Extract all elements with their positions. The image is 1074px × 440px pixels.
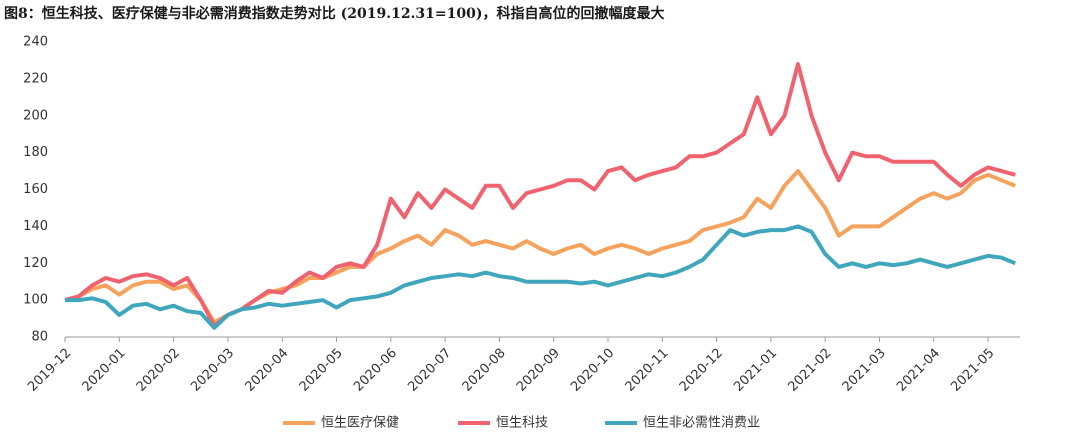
x-tick-label: 2020-07 bbox=[405, 346, 454, 395]
y-tick-label: 200 bbox=[23, 108, 48, 123]
y-tick-label: 220 bbox=[23, 71, 48, 86]
series-line bbox=[64, 62, 1016, 328]
y-tick-label: 80 bbox=[31, 330, 48, 345]
x-tick-label: 2020-12 bbox=[677, 346, 726, 395]
series-line bbox=[65, 224, 1017, 330]
x-tick-label: 2021-03 bbox=[840, 346, 889, 395]
x-tick-label: 2020-01 bbox=[80, 346, 129, 395]
x-tick-label: 2020-09 bbox=[514, 346, 563, 395]
legend-label: 恒生医疗保健 bbox=[321, 416, 399, 431]
series-line bbox=[64, 169, 1017, 325]
y-tick-label: 140 bbox=[23, 219, 48, 234]
x-tick-label: 2020-11 bbox=[623, 346, 672, 395]
x-tick-label: 2021-05 bbox=[948, 346, 997, 395]
x-tick-label: 2021-01 bbox=[731, 346, 780, 395]
x-tick-label: 2021-02 bbox=[785, 346, 834, 395]
chart-title: 图8：恒生科技、医疗保健与非必需消费指数走势对比 (2019.12.31=100… bbox=[4, 5, 665, 22]
y-tick-label: 240 bbox=[23, 35, 48, 50]
x-tick-label: 2020-06 bbox=[351, 346, 400, 395]
x-tick-label: 2020-03 bbox=[188, 346, 237, 395]
legend-label: 恒生科技 bbox=[496, 416, 548, 431]
y-tick-label: 180 bbox=[23, 145, 48, 160]
y-tick-label: 160 bbox=[23, 182, 48, 197]
x-tick-label: 2020-04 bbox=[242, 346, 291, 395]
x-tick-label: 2020-02 bbox=[134, 346, 183, 395]
y-tick-label: 100 bbox=[23, 293, 48, 308]
x-tick-label: 2021-04 bbox=[894, 346, 943, 395]
x-tick-label: 2020-10 bbox=[568, 346, 617, 395]
legend-label: 恒生非必需性消费业 bbox=[643, 416, 760, 431]
x-tick-label: 2020-08 bbox=[460, 346, 509, 395]
y-tick-label: 120 bbox=[23, 256, 48, 271]
x-tick-label: 2020-05 bbox=[297, 346, 346, 395]
x-tick-label: 2019-12 bbox=[25, 346, 74, 395]
